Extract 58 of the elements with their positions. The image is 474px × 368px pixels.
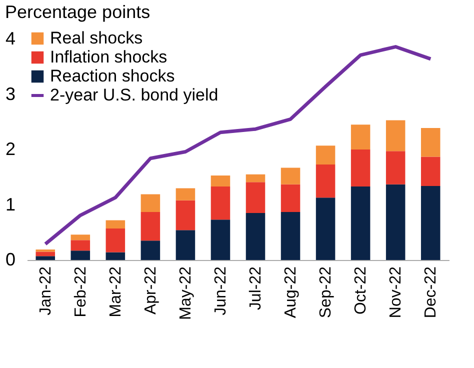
line-series xyxy=(44,45,432,246)
bar xyxy=(70,250,90,260)
bar xyxy=(36,256,56,260)
x-tick-label: Mar-22 xyxy=(107,266,124,318)
y-tick-label: 3 xyxy=(5,84,16,104)
x-tick-label: Jun-22 xyxy=(212,266,230,316)
bar xyxy=(106,228,126,252)
x-tick-label: Nov-22 xyxy=(388,266,405,318)
y-axis-title: Percentage points xyxy=(4,2,150,22)
x-tick-label: Aug-22 xyxy=(282,266,300,318)
bar xyxy=(246,213,266,260)
legend-label: Real shocks xyxy=(50,28,143,48)
bar xyxy=(316,164,336,198)
x-tick-label: Jul-22 xyxy=(248,266,265,310)
x-tick-label: Apr-22 xyxy=(142,266,160,315)
bar xyxy=(176,188,196,200)
bar xyxy=(386,151,406,184)
x-tick-label: Oct-22 xyxy=(352,266,370,315)
x-tick-label: Sep-22 xyxy=(318,266,335,318)
bar xyxy=(420,186,440,260)
y-tick-label: 1 xyxy=(5,194,16,214)
x-tick-label: Jan-22 xyxy=(37,266,54,316)
bar xyxy=(280,168,300,184)
bar xyxy=(280,212,300,260)
bar xyxy=(350,186,370,260)
bar xyxy=(420,128,440,157)
bar xyxy=(316,146,336,164)
bar xyxy=(350,124,370,150)
y-tick-label: 4 xyxy=(5,28,16,49)
bar xyxy=(106,220,126,229)
legend-label: Inflation shocks xyxy=(50,48,168,66)
bar xyxy=(420,156,440,186)
bar xyxy=(106,252,126,260)
legend-label: 2-year U.S. bond yield xyxy=(50,86,218,104)
bar xyxy=(210,175,230,187)
bar xyxy=(176,230,196,260)
x-tick-label: Feb-22 xyxy=(72,266,90,318)
bar xyxy=(176,200,196,230)
y-tick-label: 0 xyxy=(5,250,16,270)
bar xyxy=(316,198,336,260)
bar xyxy=(386,120,406,152)
bar xyxy=(350,150,370,187)
y-tick-label: 2 xyxy=(5,139,16,160)
x-tick-label: Dec-22 xyxy=(422,266,440,318)
bar xyxy=(70,234,90,240)
bar xyxy=(140,240,160,260)
bar xyxy=(140,212,160,241)
bar xyxy=(280,184,300,212)
bar xyxy=(246,174,266,182)
bar xyxy=(140,194,160,212)
bar xyxy=(210,220,230,260)
bar xyxy=(246,182,266,214)
bar xyxy=(386,184,406,260)
bar xyxy=(210,186,230,220)
x-tick-label: May-22 xyxy=(177,266,194,320)
bar xyxy=(36,252,56,256)
bar xyxy=(70,240,90,251)
legend-label: Reaction shocks xyxy=(50,66,175,86)
